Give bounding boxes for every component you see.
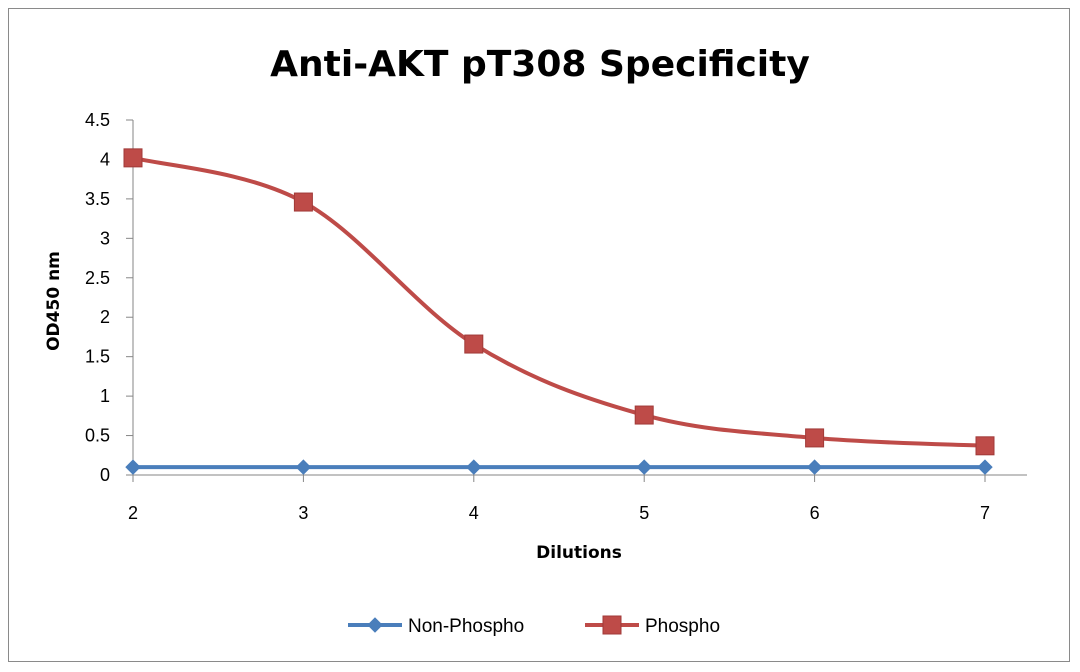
- data-point-non-phospho: [295, 459, 312, 475]
- data-point-non-phospho: [977, 459, 993, 475]
- data-point-phospho: [123, 148, 143, 168]
- y-tick-label: 3.5: [85, 189, 110, 209]
- legend-label-non-phospho: Non-Phospho: [408, 616, 524, 637]
- data-point-non-phospho: [466, 459, 482, 475]
- legend-marker-non-phospho: [367, 617, 383, 633]
- y-tick-label: 1: [100, 386, 110, 406]
- x-tick-label: 3: [298, 503, 308, 523]
- data-point-phospho: [975, 436, 995, 456]
- y-axis: 0 0.5 1 1.5 2 2.5 3 3.5 4 4.5: [85, 110, 134, 485]
- y-tick-label: 4.5: [85, 110, 110, 130]
- data-point-phospho: [464, 334, 484, 354]
- y-tick-label: 0.5: [85, 426, 110, 446]
- data-point-phospho: [293, 192, 313, 212]
- legend-marker-phospho: [602, 615, 622, 635]
- y-axis-title: OD450 nm: [44, 251, 64, 351]
- data-point-phospho: [634, 405, 654, 425]
- x-tick-label: 5: [639, 503, 649, 523]
- legend-label-phospho: Phospho: [645, 616, 720, 637]
- x-tick-label: 2: [128, 503, 138, 523]
- plot-area: [123, 148, 995, 475]
- data-point-non-phospho: [125, 459, 141, 475]
- y-tick-label: 2: [100, 307, 110, 327]
- x-axis-title: Dilutions: [536, 543, 622, 563]
- x-tick-label: 6: [810, 503, 820, 523]
- x-axis: 2 3 4 5 6 7: [128, 474, 1027, 523]
- data-point-non-phospho: [636, 459, 652, 475]
- x-tick-label: 7: [980, 503, 990, 523]
- series-line-phospho: [132, 155, 986, 448]
- y-tick-label: 3: [100, 228, 110, 248]
- y-tick-label: 1.5: [85, 347, 110, 367]
- chart-frame: [8, 8, 1070, 662]
- chart-title: Anti-AKT pT308 Specificity: [270, 44, 810, 85]
- y-tick-label: 2.5: [85, 268, 110, 288]
- data-point-phospho: [805, 428, 825, 448]
- y-tick-label: 0: [100, 465, 110, 485]
- legend: Non-Phospho Phospho: [348, 615, 720, 637]
- x-tick-label: 4: [469, 503, 479, 523]
- data-point-non-phospho: [806, 459, 823, 475]
- y-tick-label: 4: [100, 149, 110, 169]
